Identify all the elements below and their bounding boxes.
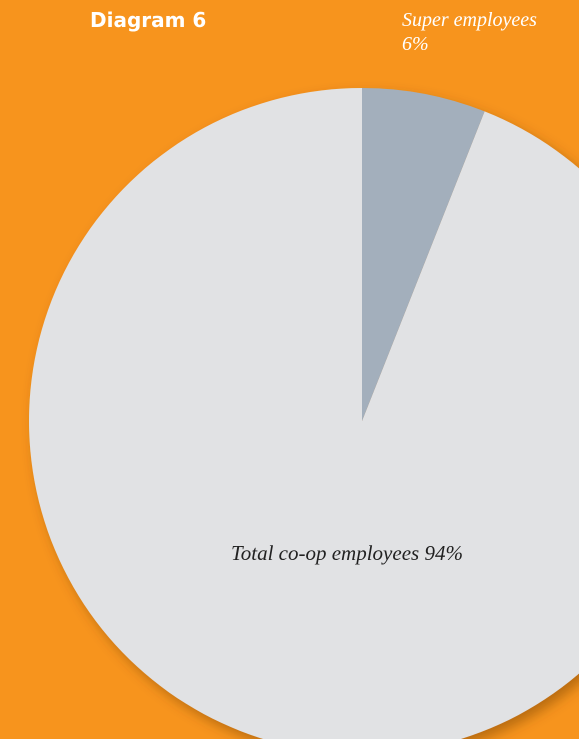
pie-slice-super-employees <box>362 88 485 421</box>
slice-label-total-co-op-employees: Total co-op employees 94% <box>231 541 463 565</box>
slice-label-super-employees: Super employees 6% <box>402 8 537 56</box>
slice-label-super-employees-value: 6% <box>402 33 429 55</box>
slice-label-super-employees-name: Super employees <box>402 9 537 31</box>
chart-title: Diagram 6 <box>90 8 207 32</box>
pie-slice-total-co-op-employees <box>29 88 579 739</box>
